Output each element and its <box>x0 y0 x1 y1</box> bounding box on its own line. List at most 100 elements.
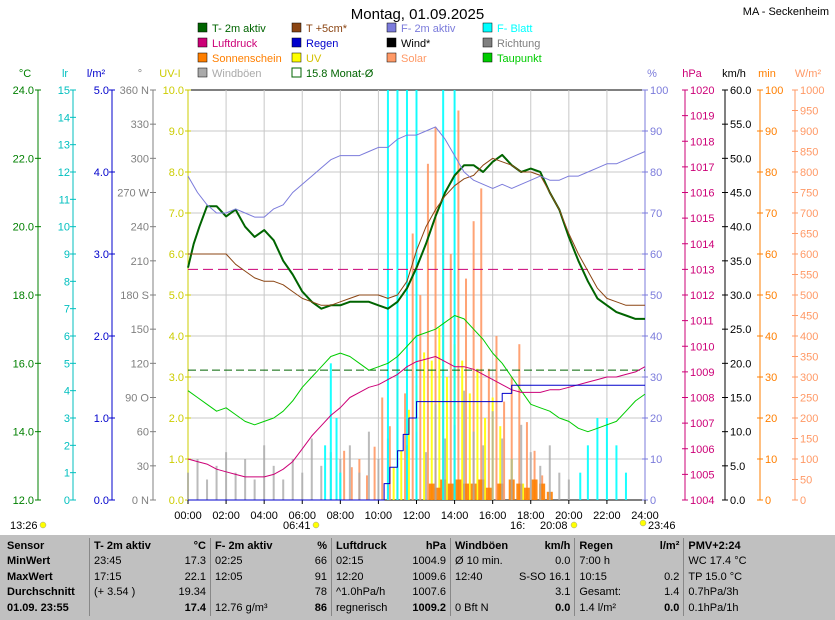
stats-cell: 17.4 <box>184 601 206 614</box>
pressure-axis-unit-label: hPa <box>682 68 702 80</box>
bar-windb-en <box>520 424 523 500</box>
wind-axis-tick-label: 40.0 <box>730 222 751 234</box>
bar-f-blatt <box>615 445 618 500</box>
bar-solar <box>388 426 391 500</box>
bar-solar <box>487 368 490 500</box>
legend-label: Wind* <box>401 38 431 50</box>
solar-axis-tick-label: 500 <box>800 290 818 302</box>
solar-axis-tick-label: 100 <box>800 454 818 466</box>
stats-cell <box>645 554 684 570</box>
bar-solar <box>350 467 353 500</box>
legend-label: T +5cm* <box>306 23 348 35</box>
pressure-axis-tick-label: 1010 <box>690 341 714 353</box>
temp-axis-tick-label: 22.0 <box>13 153 34 165</box>
direction-axis-tick-label: 30 <box>137 461 149 473</box>
stats-cell: MinWert <box>7 555 51 568</box>
bar-solar <box>449 254 452 500</box>
time-tick-label: 18:00 <box>517 510 545 522</box>
solar-axis-tick-label: 700 <box>800 208 818 220</box>
bar-solar <box>373 446 376 500</box>
humidity-axis-tick-label: 50 <box>650 290 662 302</box>
direction-axis-tick-label: 330 <box>131 119 149 131</box>
stats-header: km/h <box>544 539 571 552</box>
pressure-axis-tick-label: 1011 <box>690 316 714 328</box>
stats-header-row: Sensor T- 2m aktiv °C F- 2m aktiv % Luft… <box>3 538 783 554</box>
time-tick-label: 10:00 <box>365 510 393 522</box>
stats-cell: ^1.0hPa/h <box>331 584 402 600</box>
legend-label: Richtung <box>497 38 540 50</box>
rain-axis-tick-label: 3.0 <box>94 249 109 261</box>
solar-axis-tick-label: 650 <box>800 229 818 241</box>
rain-axis-tick-label: 2.0 <box>94 331 109 343</box>
direction-axis-unit-label: ° <box>138 68 142 80</box>
sunrise-icon <box>312 521 320 529</box>
stats-header: hPa <box>425 539 446 552</box>
bar-windb-en <box>510 459 513 500</box>
sunshine-min-axis-tick-label: 70 <box>765 208 777 220</box>
wind-axis-tick-label: 55.0 <box>730 119 751 131</box>
bar-uv <box>522 483 525 500</box>
time-tick-label: 24:00 <box>631 510 659 522</box>
stats-row: 01.09. 23:55 17.4 12.76 g/m³ 86 regneris… <box>3 600 783 616</box>
uv-axis-tick-label: 10.0 <box>163 85 184 97</box>
humidity-axis-tick-label: 30 <box>650 372 662 384</box>
lr-axis-tick-label: 11 <box>59 194 70 206</box>
stats-cell: Durchschnitt <box>7 586 75 599</box>
stats-cell: S-SO 16.1 <box>519 570 571 583</box>
bar-windb-en <box>291 459 294 500</box>
lr-axis-tick-label: 14 <box>58 112 70 124</box>
bar-windb-en <box>206 479 209 500</box>
solar-axis-tick-label: 950 <box>800 106 818 118</box>
bar-f-blatt <box>324 445 327 500</box>
bar-solar <box>381 397 384 500</box>
pressure-axis-tick-label: 1019 <box>690 111 714 123</box>
bar-solar <box>465 278 468 500</box>
bar-windb-en <box>539 465 542 500</box>
uv-axis-tick-label: 1.0 <box>169 454 184 466</box>
direction-axis-tick-label: 0 N <box>132 495 149 507</box>
stats-cell: 3.1 <box>555 586 571 599</box>
temp-axis-tick-label: 24.0 <box>13 85 34 97</box>
legend-label: 15.8 Monat-Ø <box>306 68 374 80</box>
bar-solar <box>404 393 407 500</box>
legend-label: Regen <box>306 38 338 50</box>
stats-header: PMV+2:24 <box>683 538 783 554</box>
bar-solar <box>472 221 475 500</box>
stats-cell: 1.4 l/m² <box>574 600 646 616</box>
stats-row: MaxWert 17:15 22.1 12:05 91 12:20 1009.6… <box>3 569 783 585</box>
pressure-axis-tick-label: 1016 <box>690 188 714 200</box>
lr-axis-tick-label: 2 <box>64 440 70 452</box>
pressure-axis-tick-label: 1013 <box>690 264 714 276</box>
stats-cell: 0.7hPa/3h <box>683 584 783 600</box>
stats-cell: 12:05 <box>210 569 293 585</box>
bar-uv <box>438 327 441 500</box>
bar-sonnenschein <box>455 479 462 500</box>
moonrise-icon <box>39 521 47 529</box>
bar-f-blatt <box>405 90 408 500</box>
bar-f-blatt <box>335 418 338 500</box>
direction-axis-tick-label: 360 N <box>120 85 149 97</box>
stats-cell <box>450 584 515 600</box>
uv-axis-tick-label: 0.0 <box>169 495 184 507</box>
sunset-icon <box>570 521 578 529</box>
sunshine-min-axis-tick-label: 20 <box>765 413 777 425</box>
bar-windb-en <box>548 445 551 500</box>
legend-swatch <box>482 37 493 48</box>
legend-label: Sonnenschein <box>212 53 282 65</box>
stats-cell: 0.1hPa/1h <box>683 600 783 616</box>
bar-sonnenschein <box>539 483 546 500</box>
time-tick-label: 08:00 <box>327 510 355 522</box>
stats-header: l/m² <box>659 539 680 552</box>
bar-uv <box>400 450 403 500</box>
sunshine-min-axis-unit-label: min <box>758 68 776 80</box>
moonset-icon <box>639 519 647 527</box>
lr-axis-tick-label: 9 <box>64 249 70 261</box>
stats-header: Sensor <box>7 539 45 552</box>
solar-axis-tick-label: 250 <box>800 393 818 405</box>
stats-cell: 02:15 <box>331 553 402 569</box>
pressure-axis-tick-label: 1009 <box>690 367 714 379</box>
bar-windb-en <box>482 445 485 500</box>
legend-swatch <box>291 52 302 63</box>
bar-windb-en <box>567 479 570 500</box>
lr-axis-tick-label: 12 <box>58 167 70 179</box>
